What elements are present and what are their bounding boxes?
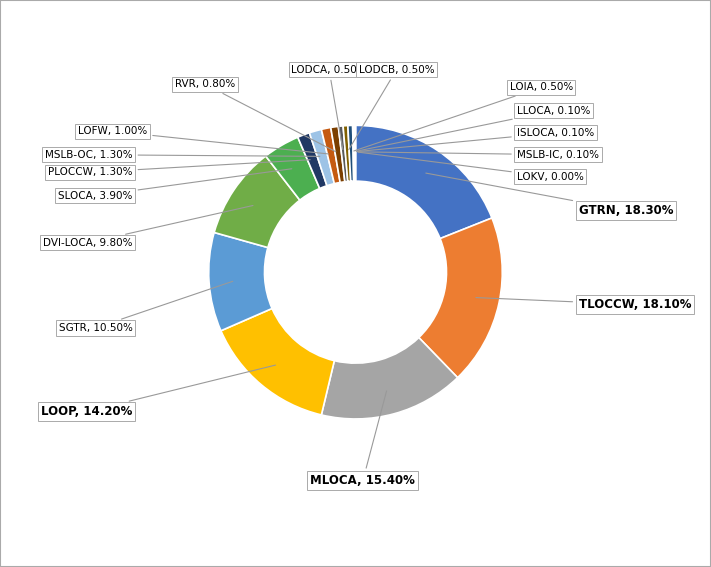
Text: LODCB, 0.50%: LODCB, 0.50% xyxy=(348,65,434,150)
Text: RVR, 0.80%: RVR, 0.80% xyxy=(175,79,336,152)
Text: MLOCA, 15.40%: MLOCA, 15.40% xyxy=(311,391,415,487)
Text: SLOCA, 3.90%: SLOCA, 3.90% xyxy=(58,169,292,201)
Wedge shape xyxy=(348,125,353,181)
Text: DVI-LOCA, 9.80%: DVI-LOCA, 9.80% xyxy=(43,205,253,248)
Text: LOFW, 1.00%: LOFW, 1.00% xyxy=(77,126,328,154)
Text: TLOCCW, 18.10%: TLOCCW, 18.10% xyxy=(476,298,691,311)
Wedge shape xyxy=(266,137,320,200)
Wedge shape xyxy=(214,156,300,248)
Wedge shape xyxy=(209,232,272,331)
Wedge shape xyxy=(356,125,492,239)
Wedge shape xyxy=(419,218,502,378)
Wedge shape xyxy=(331,126,345,183)
Wedge shape xyxy=(321,337,458,419)
Wedge shape xyxy=(309,129,334,186)
Wedge shape xyxy=(338,126,348,182)
Text: MSLB-OC, 1.30%: MSLB-OC, 1.30% xyxy=(45,150,320,160)
Text: PLOCCW, 1.30%: PLOCCW, 1.30% xyxy=(48,160,310,177)
Wedge shape xyxy=(321,128,340,184)
Text: GTRN, 18.30%: GTRN, 18.30% xyxy=(426,173,673,217)
Wedge shape xyxy=(353,125,355,181)
Text: LODCA, 0.50%: LODCA, 0.50% xyxy=(292,65,367,150)
Text: LLOCA, 0.10%: LLOCA, 0.10% xyxy=(356,105,590,151)
Text: MSLB-IC, 0.10%: MSLB-IC, 0.10% xyxy=(358,150,599,160)
Text: LOOP, 14.20%: LOOP, 14.20% xyxy=(41,365,275,418)
Text: SGTR, 10.50%: SGTR, 10.50% xyxy=(58,281,232,333)
Wedge shape xyxy=(298,133,327,188)
Wedge shape xyxy=(355,125,356,181)
Text: LOKV, 0.00%: LOKV, 0.00% xyxy=(358,152,584,182)
Wedge shape xyxy=(343,125,351,181)
Text: ISLOCA, 0.10%: ISLOCA, 0.10% xyxy=(357,128,594,151)
Wedge shape xyxy=(353,125,354,181)
Wedge shape xyxy=(221,308,334,415)
Text: LOIA, 0.50%: LOIA, 0.50% xyxy=(354,82,573,151)
